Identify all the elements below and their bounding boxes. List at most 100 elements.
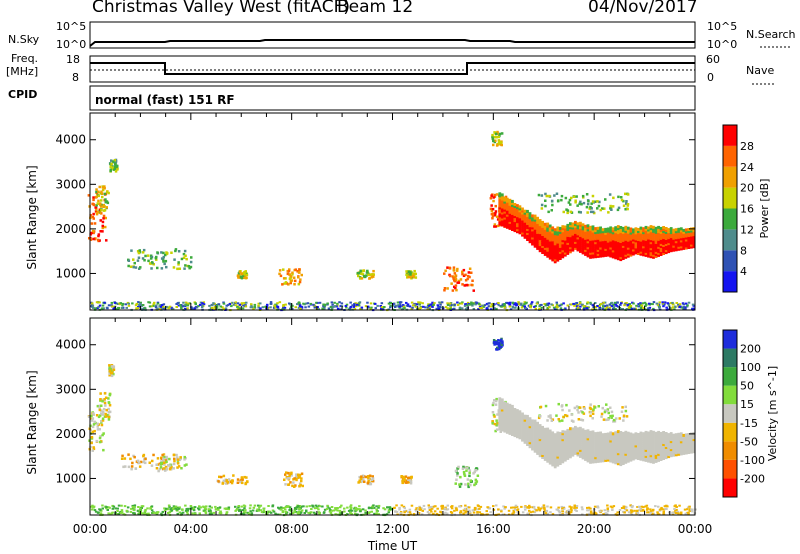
- velocity-cell: [387, 511, 390, 514]
- velocity-cell: [616, 460, 620, 464]
- power-cell: [558, 228, 562, 232]
- power-cell: [667, 304, 671, 307]
- velocity-cell: [523, 418, 527, 422]
- velocity-cell: [584, 447, 587, 451]
- velocity-cell: [599, 453, 602, 457]
- velocity-cell: [168, 505, 171, 508]
- power-cell: [523, 305, 526, 308]
- velocity-cell: [533, 511, 537, 514]
- power-cell: [383, 306, 386, 308]
- velocity-cell: [622, 414, 626, 417]
- velocity-cell: [513, 418, 517, 422]
- power-cell: [527, 304, 531, 307]
- velocity-cell: [496, 342, 500, 345]
- power-cell: [586, 238, 590, 242]
- velocity-cell: [556, 449, 560, 453]
- velocity-cell: [561, 434, 565, 438]
- velocity-cell: [108, 410, 112, 414]
- velocity-cell: [538, 432, 542, 436]
- velocity-cell: [415, 507, 418, 510]
- power-cell: [526, 226, 529, 229]
- velocity-cell: [286, 477, 289, 480]
- power-cell: [323, 307, 326, 310]
- power-cell: [553, 256, 557, 260]
- power-cell: [679, 247, 683, 251]
- power-cell: [322, 303, 325, 306]
- power-cell: [599, 226, 602, 230]
- power-cell: [492, 199, 495, 203]
- power-cell: [523, 213, 527, 217]
- power-cell: [222, 301, 225, 304]
- velocity-cell: [581, 508, 584, 511]
- velocity-cell: [511, 412, 514, 416]
- power-cell: [276, 305, 279, 308]
- velocity-cell: [334, 508, 337, 511]
- velocity-cell: [563, 450, 567, 454]
- power-cell: [360, 306, 364, 309]
- velocity-cell: [609, 449, 613, 453]
- power-cell: [591, 227, 595, 231]
- velocity-cell: [591, 460, 595, 464]
- power-cell: [513, 205, 517, 208]
- power-cell: [389, 306, 392, 309]
- power-cell: [155, 258, 158, 261]
- power-cell: [621, 238, 625, 242]
- velocity-cell: [553, 433, 557, 437]
- power-cell: [551, 232, 555, 236]
- power-cell: [250, 306, 254, 309]
- power-cell: [511, 214, 514, 217]
- velocity-cell: [579, 442, 582, 446]
- velocity-cell: [297, 473, 300, 476]
- velocity-cell: [663, 505, 667, 508]
- velocity-cell: [526, 437, 529, 440]
- velocity-cell: [227, 508, 230, 511]
- power-cell: [482, 305, 485, 308]
- velocity-cell: [586, 441, 590, 445]
- power-cell: [586, 236, 590, 240]
- power-cell: [112, 168, 116, 171]
- power-cell: [621, 255, 625, 258]
- velocity-cell: [558, 451, 562, 455]
- velocity-cell: [417, 508, 420, 511]
- power-cell: [508, 220, 512, 224]
- velocity-cell: [410, 476, 413, 479]
- power-cell: [178, 267, 181, 270]
- velocity-cell: [584, 441, 587, 445]
- velocity-cell: [611, 509, 614, 511]
- velocity-cell: [594, 444, 597, 448]
- velocity-cell: [587, 506, 591, 509]
- velocity-cell: [107, 407, 110, 411]
- power-cell: [677, 229, 681, 233]
- power-cell: [121, 304, 124, 307]
- velocity-cell: [675, 506, 678, 508]
- velocity-cell: [563, 430, 567, 434]
- power-cell: [468, 267, 472, 270]
- power-cell: [606, 229, 610, 233]
- power-cell: [427, 307, 430, 309]
- power-cell: [97, 234, 100, 238]
- velocity-cell: [622, 419, 625, 422]
- velocity-cell: [112, 365, 116, 368]
- power-cell: [614, 252, 618, 256]
- power-cell: [616, 225, 620, 229]
- power-cell: [649, 239, 653, 243]
- velocity-cell: [349, 504, 353, 507]
- velocity-cell: [604, 438, 608, 442]
- power-cell: [503, 202, 507, 206]
- power-cell: [614, 250, 618, 254]
- power-cell: [516, 224, 519, 228]
- velocity-cell: [538, 446, 542, 450]
- velocity-cell: [500, 418, 504, 422]
- velocity-cell: [596, 435, 600, 439]
- power-cell: [236, 302, 240, 305]
- power-cell: [610, 301, 614, 304]
- velocity-cell: [473, 508, 477, 511]
- power-cell: [541, 249, 544, 252]
- velocity-cell: [293, 477, 296, 480]
- power-cell: [455, 288, 458, 292]
- velocity-cell: [614, 461, 618, 465]
- velocity-cell: [539, 415, 542, 418]
- power-cell: [556, 252, 560, 256]
- power-cell: [548, 224, 552, 228]
- power-cell: [330, 301, 334, 304]
